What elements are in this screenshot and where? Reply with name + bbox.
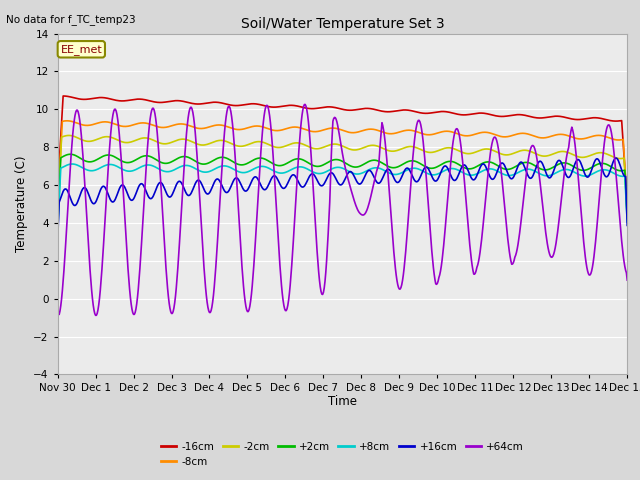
-2cm — [446, 145, 454, 151]
+16cm — [445, 168, 453, 174]
Line: +8cm: +8cm — [58, 164, 627, 234]
+64cm — [92, 312, 99, 318]
+16cm — [389, 173, 397, 179]
+16cm — [571, 161, 579, 167]
+64cm — [54, 305, 61, 311]
+64cm — [391, 258, 399, 264]
+2cm — [180, 154, 188, 159]
+16cm — [623, 223, 631, 228]
+8cm — [204, 169, 212, 175]
+16cm — [54, 239, 61, 245]
Line: -2cm: -2cm — [58, 135, 627, 218]
-2cm — [390, 148, 397, 154]
+2cm — [623, 215, 631, 221]
+8cm — [54, 231, 61, 237]
+64cm — [573, 156, 580, 162]
-16cm — [623, 201, 631, 206]
+64cm — [301, 102, 309, 108]
-8cm — [54, 207, 61, 213]
-2cm — [54, 216, 61, 221]
+2cm — [390, 165, 397, 170]
-8cm — [335, 126, 342, 132]
+8cm — [572, 170, 580, 176]
-16cm — [204, 100, 212, 106]
+8cm — [335, 165, 342, 170]
+8cm — [623, 219, 631, 225]
+2cm — [67, 151, 74, 157]
-8cm — [446, 129, 454, 134]
+16cm — [612, 155, 620, 161]
+2cm — [446, 158, 454, 164]
-2cm — [180, 136, 188, 142]
+2cm — [335, 157, 342, 163]
Title: Soil/Water Temperature Set 3: Soil/Water Temperature Set 3 — [241, 17, 444, 31]
-16cm — [335, 106, 342, 111]
+16cm — [334, 179, 342, 185]
-16cm — [390, 108, 397, 114]
Legend: -16cm, -8cm, -2cm, +2cm, +8cm, +16cm, +64cm: -16cm, -8cm, -2cm, +2cm, +8cm, +16cm, +6… — [156, 438, 529, 471]
+64cm — [180, 174, 188, 180]
Line: -16cm: -16cm — [58, 96, 627, 204]
-2cm — [65, 132, 72, 138]
+8cm — [390, 171, 397, 177]
+16cm — [179, 182, 186, 188]
-16cm — [54, 188, 61, 193]
+2cm — [204, 160, 212, 166]
-8cm — [572, 135, 580, 141]
Line: +16cm: +16cm — [58, 158, 627, 242]
Text: No data for f_TC_temp23: No data for f_TC_temp23 — [6, 14, 136, 25]
+16cm — [204, 191, 211, 197]
+2cm — [572, 165, 580, 171]
+2cm — [54, 226, 61, 231]
-16cm — [446, 109, 454, 115]
+64cm — [447, 159, 454, 165]
+8cm — [68, 161, 76, 167]
-2cm — [572, 153, 580, 159]
+8cm — [180, 163, 188, 168]
Text: EE_met: EE_met — [60, 44, 102, 55]
Y-axis label: Temperature (C): Temperature (C) — [15, 156, 28, 252]
-8cm — [390, 131, 397, 136]
Line: +64cm: +64cm — [58, 105, 627, 315]
-16cm — [180, 98, 188, 104]
+64cm — [204, 304, 212, 310]
-8cm — [63, 118, 71, 124]
Line: -8cm: -8cm — [58, 121, 627, 210]
Line: +2cm: +2cm — [58, 154, 627, 228]
-8cm — [623, 203, 631, 208]
X-axis label: Time: Time — [328, 395, 357, 408]
+64cm — [623, 277, 631, 283]
-2cm — [623, 211, 631, 217]
-2cm — [204, 141, 212, 147]
-8cm — [180, 121, 188, 127]
-8cm — [204, 124, 212, 130]
-16cm — [60, 93, 67, 99]
+8cm — [446, 166, 454, 171]
-16cm — [572, 117, 580, 122]
+64cm — [335, 131, 343, 137]
-2cm — [335, 142, 342, 147]
